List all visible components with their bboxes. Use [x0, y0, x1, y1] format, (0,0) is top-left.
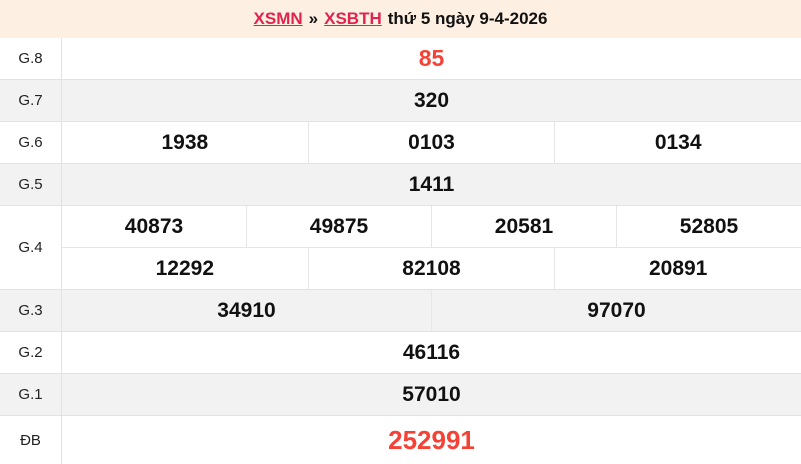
draw-date-text: thứ 5 ngày 9-4-2026	[387, 9, 548, 28]
prize-row-g4: G.4 40873 49875 20581 52805 12292 82108 …	[0, 206, 801, 290]
prize-label-g8: G.8	[0, 38, 62, 79]
prize-number-cell: 1938	[62, 122, 309, 163]
prize-number-cell: 20581	[432, 206, 617, 247]
breadcrumb-separator: »	[308, 9, 319, 28]
prize-number-cell: 52805	[679, 214, 739, 238]
prize-row-g3: G.3 34910 97070	[0, 290, 801, 332]
prize-number-cell: 20891	[648, 256, 708, 280]
prize-label-g1: G.1	[0, 374, 62, 415]
prize-number-cell: 46116	[402, 340, 461, 364]
prize-number-cell: 40873	[62, 206, 247, 247]
prize-row-g8: G.8 85	[0, 38, 801, 80]
prize-number-cell: 49875	[247, 206, 432, 247]
prize-row-g7: G.7 320	[0, 80, 801, 122]
prize-label-g4: G.4	[0, 206, 62, 289]
prize-number-cell: 0103	[309, 122, 556, 163]
prize-row-g5: G.5 1411	[0, 164, 801, 206]
prize-number-cell: 1411	[408, 172, 455, 196]
prize-row-db: ĐB 252991	[0, 416, 801, 464]
prize-number-cell: 34910	[62, 290, 432, 331]
prize-row-g2: G.2 46116	[0, 332, 801, 374]
prize-label-g5: G.5	[0, 164, 62, 205]
prize-number-cell: 82108	[309, 248, 556, 289]
prize-label-g6: G.6	[0, 122, 62, 163]
prize-label-g7: G.7	[0, 80, 62, 121]
prize-number-cell: 0134	[654, 130, 702, 154]
prize-label-g2: G.2	[0, 332, 62, 373]
prize-row-g1: G.1 57010	[0, 374, 801, 416]
prize-label-db: ĐB	[0, 416, 62, 464]
breadcrumb-link-xsmn[interactable]: XSMN	[253, 9, 303, 28]
breadcrumb-link-xsbth[interactable]: XSBTH	[324, 9, 382, 28]
prize-number-cell: 12292	[62, 248, 309, 289]
results-table: G.8 85 G.7 320 G.6 1938 0103 0134 G.5 14…	[0, 38, 801, 464]
prize-number-cell: 252991	[388, 424, 475, 455]
breadcrumb: XSMN » XSBTH thứ 5 ngày 9-4-2026	[0, 0, 801, 38]
prize-row-g6: G.6 1938 0103 0134	[0, 122, 801, 164]
prize-number-cell: 85	[418, 45, 445, 71]
prize-label-g3: G.3	[0, 290, 62, 331]
prize-number-cell: 97070	[587, 298, 646, 322]
prize-number-cell: 320	[413, 88, 450, 112]
prize-number-cell: 57010	[402, 382, 461, 406]
